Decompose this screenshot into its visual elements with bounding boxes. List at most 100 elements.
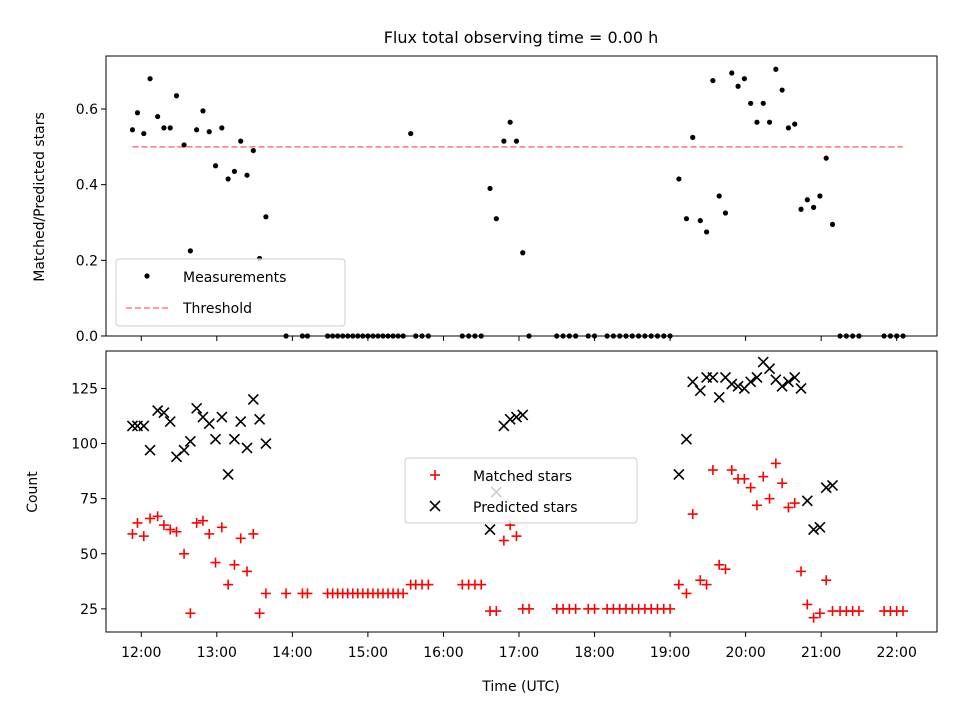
matched-star-point (127, 528, 138, 539)
measurement-point (173, 93, 180, 99)
x-tick-label: 18:00 (574, 645, 614, 661)
matched-star-point (814, 608, 825, 619)
matched-star-point (260, 588, 271, 599)
measurement-point (408, 130, 414, 137)
measurement-point (225, 176, 231, 182)
top-panel: 0.0 0.2 0.4 0.6 Matched/Predicted stars Mea… (32, 55, 938, 345)
predicted-star-point (687, 376, 699, 388)
top-legend-box (115, 258, 346, 327)
matched-star-point (210, 557, 221, 568)
matched-star-point (739, 473, 750, 484)
measurement-point (141, 130, 147, 137)
predicted-star-point (726, 378, 738, 390)
predicted-star-point (751, 371, 763, 384)
matched-star-point (665, 603, 676, 614)
measurement-point (231, 168, 238, 175)
matched-star-point (726, 465, 737, 476)
matched-star-point (152, 511, 163, 522)
predicted-star-point (152, 404, 164, 417)
x-tick-label: 22:00 (877, 645, 917, 661)
matched-star-point (197, 515, 208, 526)
matched-star-point (491, 606, 502, 617)
measurement-point (181, 142, 187, 148)
measurement-point (798, 206, 804, 212)
bottom-y-tick-label: 100 (71, 437, 98, 453)
matched-star-point (229, 559, 240, 570)
x-tick-label: 20:00 (725, 645, 765, 661)
x-tick-label: 15:00 (348, 645, 388, 661)
matched-star-point (687, 509, 698, 520)
measurement-point (779, 87, 785, 93)
measurement-point (735, 83, 741, 89)
matched-star-point (783, 502, 794, 513)
bottom-y-tick-label: 25 (80, 602, 98, 618)
measurement-point (487, 185, 493, 192)
predicted-star-point (504, 413, 516, 425)
matched-star-point (476, 579, 487, 590)
matched-star-point (720, 564, 731, 575)
matched-star-point (204, 528, 215, 539)
predicted-star-point (158, 407, 170, 419)
top-y-tick-label: 0.0 (76, 329, 98, 345)
top-legend: Measurements Threshold (115, 258, 346, 327)
predicted-star-point (713, 391, 725, 403)
matched-star-point (681, 588, 692, 599)
matched-star-point (770, 458, 781, 469)
predicted-star-point (216, 411, 228, 423)
matched-star-point (808, 612, 819, 623)
measurement-point (748, 100, 754, 106)
predicted-star-point (517, 409, 529, 421)
x-tick-label: 13:00 (197, 645, 237, 661)
predicted-star-point (178, 444, 190, 456)
predicted-star-point (680, 433, 693, 445)
matched-star-point (254, 608, 265, 619)
top-y-tick-label: 0.4 (76, 178, 98, 194)
predicted-star-point (260, 437, 272, 450)
matched-star-point (821, 575, 832, 586)
measurement-point (741, 76, 747, 82)
matched-star-point (714, 559, 725, 570)
measurement-point (147, 76, 153, 82)
measurement-point (194, 127, 200, 133)
matched-star-point (165, 524, 176, 535)
matched-star-point (216, 522, 227, 533)
bottom-axes-frame (105, 350, 938, 633)
matched-star-point (179, 548, 190, 559)
bottom-y-tick-label: 50 (80, 547, 98, 563)
predicted-star-point (247, 393, 259, 406)
matched-star-point (185, 608, 196, 619)
measurement-point (129, 127, 136, 133)
measurement-point (250, 147, 256, 154)
measurement-point (155, 113, 161, 120)
predicted-star-point (795, 382, 807, 395)
predicted-star-point (254, 413, 266, 425)
predicted-star-point (808, 523, 820, 536)
predicted-star-point (164, 415, 176, 428)
matched-star-point (796, 566, 807, 577)
predicted-star-point (138, 420, 150, 432)
measurement-point (729, 70, 735, 76)
predicted-star-point (484, 523, 496, 536)
matched-star-point (511, 531, 522, 542)
matched-star-point (423, 579, 434, 590)
top-ticks: 0.0 0.2 0.4 0.6 (76, 102, 898, 345)
measurement-point (493, 216, 499, 222)
measurement-point (513, 138, 520, 144)
measurement-point (829, 221, 836, 227)
measurement-point (206, 129, 212, 135)
chart-title: Flux total observing time = 0.00 h (384, 28, 659, 47)
measurement-point (219, 125, 225, 131)
top-y-axis-label: Matched/Predicted stars (32, 112, 48, 282)
measurement-point (187, 248, 193, 254)
measurement-point (501, 138, 507, 144)
matched-star-point (673, 579, 684, 590)
matched-star-point (853, 606, 864, 617)
matched-star-point (248, 528, 259, 539)
predicted-star-point (732, 380, 744, 392)
bottom-y-axis-label: Count (25, 471, 41, 513)
predicted-star-point (814, 521, 826, 533)
matched-star-point (789, 498, 800, 509)
legend-measurements-label: Measurements (183, 270, 286, 286)
x-tick-label: 21:00 (801, 645, 841, 661)
